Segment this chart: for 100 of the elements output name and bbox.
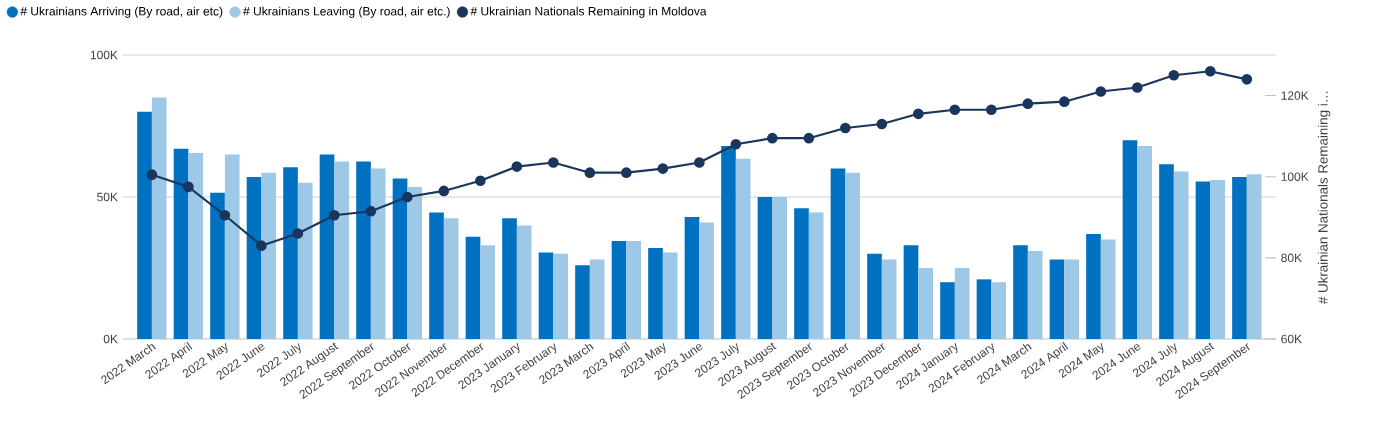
bar xyxy=(188,152,204,339)
bar xyxy=(516,225,532,339)
point xyxy=(949,104,961,116)
bar xyxy=(1210,179,1225,339)
legend-label: # Ukrainian Nationals Remaining in Moldova xyxy=(470,6,707,18)
point xyxy=(183,181,194,193)
point xyxy=(657,163,669,174)
point xyxy=(1204,65,1216,77)
bar xyxy=(611,241,627,339)
bar xyxy=(297,182,313,339)
point xyxy=(256,240,267,252)
bar xyxy=(735,158,751,339)
bar xyxy=(575,265,590,339)
bar xyxy=(845,172,860,339)
point xyxy=(1168,69,1180,81)
bar xyxy=(151,97,167,339)
bar xyxy=(626,241,642,339)
point xyxy=(876,118,888,130)
bar xyxy=(407,187,423,339)
bar xyxy=(881,259,897,339)
bar xyxy=(721,145,736,339)
bar xyxy=(940,282,955,339)
point xyxy=(1022,98,1034,110)
bar xyxy=(465,236,481,339)
bar xyxy=(334,161,350,339)
y-tick-label: 50K xyxy=(97,192,118,202)
bar xyxy=(538,252,554,339)
bar xyxy=(480,245,496,339)
y2-axis-title: # Ukrainian Nationals Remaining i… xyxy=(1317,91,1331,305)
point xyxy=(803,132,815,144)
bar xyxy=(1086,233,1101,339)
bar xyxy=(867,253,882,339)
y2-tick-label: 120K xyxy=(1281,91,1309,100)
point xyxy=(1058,96,1070,107)
bar xyxy=(1232,177,1247,339)
point xyxy=(365,205,377,217)
y2-tick-label: 80K xyxy=(1281,253,1302,263)
bar xyxy=(1013,245,1028,339)
bar xyxy=(991,282,1006,339)
bar xyxy=(246,177,262,339)
point xyxy=(985,104,997,116)
point xyxy=(511,161,523,172)
bar xyxy=(1137,145,1152,339)
point xyxy=(475,175,486,187)
bar xyxy=(1159,164,1174,339)
bar xyxy=(392,178,408,339)
point xyxy=(402,191,413,203)
bar xyxy=(443,218,459,339)
bar xyxy=(830,168,846,339)
bar xyxy=(1049,259,1065,339)
point xyxy=(767,132,778,144)
bar xyxy=(662,252,678,339)
point xyxy=(146,169,158,181)
bar xyxy=(808,212,824,339)
bar xyxy=(283,167,298,339)
bar xyxy=(429,212,444,339)
bar xyxy=(370,168,386,339)
y-tick-label: 100K xyxy=(90,50,118,60)
y2-tick-label: 60K xyxy=(1281,334,1302,344)
bar xyxy=(319,154,335,339)
point xyxy=(621,167,632,178)
bar xyxy=(684,216,700,339)
point xyxy=(730,138,742,150)
bar xyxy=(210,192,225,339)
bar xyxy=(137,111,152,339)
bar xyxy=(903,245,919,339)
point xyxy=(1095,86,1107,97)
bar xyxy=(1100,239,1116,339)
point xyxy=(1131,82,1143,93)
bar xyxy=(976,279,992,339)
legend-label: # Ukrainians Leaving (By road, air etc.) xyxy=(243,6,450,18)
bar xyxy=(173,148,189,339)
bar xyxy=(224,154,240,339)
bar xyxy=(1122,140,1138,339)
bar xyxy=(954,268,970,339)
point xyxy=(548,157,559,168)
bar xyxy=(502,218,517,339)
y-tick-label: 0K xyxy=(103,334,118,344)
point xyxy=(329,209,340,221)
bar xyxy=(1027,250,1043,339)
bar xyxy=(1195,181,1211,339)
point xyxy=(840,122,851,134)
bar xyxy=(1173,171,1189,339)
y2-tick-label: 100K xyxy=(1281,172,1309,181)
point xyxy=(694,157,705,168)
point xyxy=(584,167,596,178)
bar xyxy=(553,253,569,339)
bar xyxy=(757,197,773,339)
bar xyxy=(1246,174,1262,339)
bar xyxy=(261,172,277,339)
point xyxy=(912,108,924,120)
bar xyxy=(589,259,605,339)
point xyxy=(219,209,231,221)
bar xyxy=(918,268,933,339)
bar xyxy=(356,161,371,339)
point xyxy=(438,185,450,197)
bar xyxy=(1064,259,1079,339)
bar xyxy=(794,208,809,339)
bar xyxy=(772,197,787,339)
bar xyxy=(699,222,715,339)
